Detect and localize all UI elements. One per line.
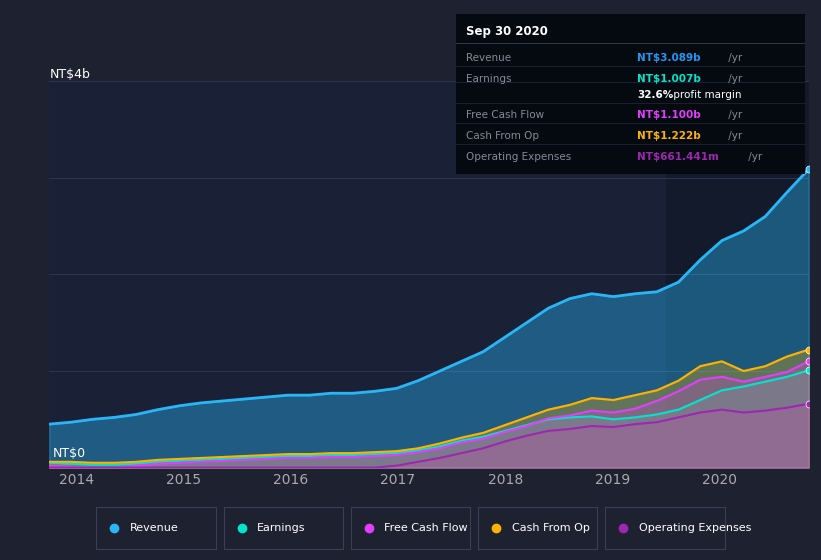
Text: NT$0: NT$0 — [53, 447, 86, 460]
Text: 32.6%: 32.6% — [637, 90, 673, 100]
Text: NT$1.007b: NT$1.007b — [637, 73, 701, 83]
Text: Earnings: Earnings — [466, 73, 511, 83]
Text: Operating Expenses: Operating Expenses — [466, 152, 571, 162]
Text: Revenue: Revenue — [466, 53, 511, 63]
Text: Revenue: Revenue — [130, 523, 178, 533]
Text: profit margin: profit margin — [670, 90, 741, 100]
Text: Operating Expenses: Operating Expenses — [639, 523, 751, 533]
Text: NT$1.222b: NT$1.222b — [637, 131, 701, 141]
Bar — [666, 81, 809, 468]
Text: /yr: /yr — [725, 53, 742, 63]
Text: Earnings: Earnings — [257, 523, 305, 533]
Text: Free Cash Flow: Free Cash Flow — [466, 110, 544, 120]
Text: NT$4b: NT$4b — [49, 68, 90, 81]
Text: Cash From Op: Cash From Op — [466, 131, 539, 141]
Text: /yr: /yr — [725, 131, 742, 141]
Text: Sep 30 2020: Sep 30 2020 — [466, 25, 548, 38]
Text: Cash From Op: Cash From Op — [511, 523, 589, 533]
Text: NT$3.089b: NT$3.089b — [637, 53, 700, 63]
Text: /yr: /yr — [725, 73, 742, 83]
Text: NT$1.100b: NT$1.100b — [637, 110, 701, 120]
Text: /yr: /yr — [725, 110, 742, 120]
Text: NT$661.441m: NT$661.441m — [637, 152, 719, 162]
Text: /yr: /yr — [745, 152, 762, 162]
Text: Free Cash Flow: Free Cash Flow — [384, 523, 468, 533]
